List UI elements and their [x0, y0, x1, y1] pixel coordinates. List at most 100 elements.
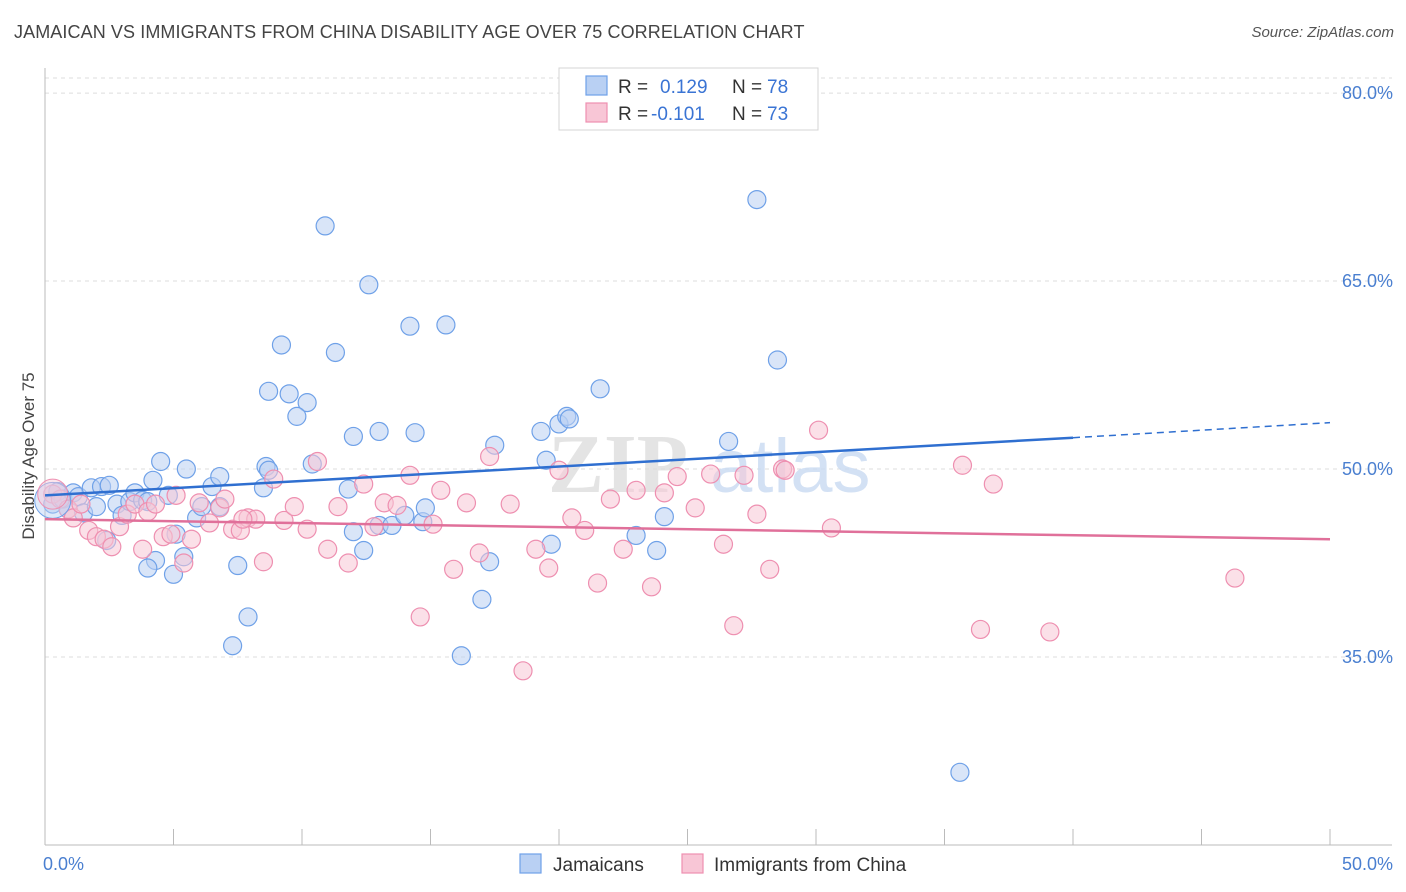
jamaicans-point — [210, 466, 230, 487]
china-point — [526, 539, 546, 559]
data-points — [34, 189, 1245, 782]
china-point — [775, 460, 795, 480]
china-point — [253, 552, 274, 572]
jamaicans-point — [143, 470, 163, 490]
x-ticks — [44, 829, 1331, 845]
china-point — [233, 509, 253, 529]
jamaicans-point — [279, 384, 299, 404]
legend-r-label-1: R = — [618, 77, 648, 98]
legend-r-value-2: -0.101 — [651, 104, 705, 125]
china-point — [600, 489, 621, 509]
china-point — [1225, 568, 1245, 588]
china-point — [734, 465, 754, 485]
legend: R = 0.129 N = 78 R = -0.101 N = 73 — [558, 67, 819, 131]
bottom-legend-swatch-china — [681, 853, 704, 874]
legend-r-label-2: R = — [618, 104, 648, 125]
jamaicans-point — [343, 522, 363, 542]
jamaicans-point — [359, 275, 379, 295]
china-point — [297, 519, 317, 539]
china-point — [808, 420, 829, 440]
china-point — [161, 524, 181, 544]
jamaicans-point — [258, 381, 279, 401]
china-point — [626, 480, 646, 500]
china-point — [338, 553, 358, 573]
china-point — [549, 460, 569, 480]
china-point — [713, 534, 734, 554]
china-point — [760, 559, 780, 579]
jamaicans-point — [271, 335, 292, 355]
china-point — [1040, 622, 1060, 642]
china-point — [444, 559, 464, 579]
china-point — [264, 469, 284, 489]
legend-r-value-1: 0.129 — [660, 77, 708, 98]
jamaicans-point — [647, 540, 667, 561]
china-point — [983, 474, 1003, 494]
china-point — [145, 494, 166, 514]
china-point — [701, 464, 721, 484]
jamaicans-point — [354, 540, 374, 561]
jamaicans-point — [719, 431, 739, 452]
china-point — [654, 483, 674, 503]
bottom-legend-jamaicans: Jamaicans — [553, 855, 644, 876]
y-tick-label-65: 65.0% — [1342, 271, 1393, 291]
jamaicans-point — [415, 498, 435, 518]
china-point — [747, 504, 767, 524]
jamaicans-trend-extension — [1072, 421, 1331, 439]
china-point — [641, 577, 662, 597]
jamaicans-point — [531, 421, 551, 442]
jamaicans-point — [176, 459, 196, 479]
china-point — [71, 494, 91, 514]
jamaicans-point — [315, 216, 335, 236]
bottom-legend-china: Immigrants from China — [714, 855, 907, 876]
legend-n-label-2: N = — [732, 104, 762, 125]
china-trend-line — [44, 517, 1331, 541]
jamaicans-point — [767, 350, 788, 370]
legend-n-value-1: 78 — [767, 77, 788, 98]
china-point — [174, 553, 194, 573]
china-point — [821, 518, 842, 538]
legend-n-label-1: N = — [732, 77, 762, 98]
jamaicans-point — [950, 762, 970, 782]
x-tick-label-min: 0.0% — [43, 854, 84, 874]
legend-swatch-jamaicans — [585, 75, 608, 96]
china-point — [181, 529, 202, 549]
china-point — [970, 619, 991, 640]
y-tick-labels: 35.0% 50.0% 65.0% 80.0% — [1342, 83, 1393, 667]
legend-swatch-china — [585, 102, 608, 123]
jamaicans-point — [626, 525, 646, 546]
jamaicans-point — [138, 558, 158, 578]
jamaicans-point — [223, 636, 243, 656]
china-point — [613, 539, 633, 559]
jamaicans-point — [405, 423, 425, 443]
legend-n-value-2: 73 — [767, 104, 788, 125]
china-point — [469, 543, 489, 563]
jamaicans-point — [436, 315, 456, 335]
jamaicans-point — [238, 607, 258, 627]
china-point — [102, 537, 122, 557]
bottom-legend-swatch-jamaicans — [519, 853, 542, 874]
china-point — [456, 493, 477, 513]
trend-lines — [44, 421, 1331, 541]
jamaicans-point — [287, 406, 307, 426]
jamaicans-trend-line — [44, 436, 1074, 497]
jamaicans-point — [343, 426, 363, 447]
china-point — [307, 451, 328, 472]
china-point — [274, 510, 294, 531]
y-axis-label: Disability Age Over 75 — [19, 372, 38, 539]
china-point — [410, 607, 430, 627]
jamaicans-point — [654, 507, 674, 527]
jamaicans-point — [472, 589, 492, 609]
jamaicans-point — [369, 421, 389, 442]
y-tick-label-50: 50.0% — [1342, 459, 1393, 479]
china-point — [952, 455, 973, 475]
jamaicans-point — [99, 475, 119, 495]
axes — [44, 68, 1392, 846]
y-tick-label-80: 80.0% — [1342, 83, 1393, 103]
bottom-legend: Jamaicans Immigrants from China — [519, 853, 907, 876]
jamaicans-point — [228, 555, 248, 576]
chart-source: Source: ZipAtlas.com — [1251, 24, 1394, 41]
china-point — [685, 498, 705, 518]
y-tick-label-35: 35.0% — [1342, 647, 1393, 667]
jamaicans-point — [451, 646, 471, 666]
china-point — [500, 494, 520, 514]
